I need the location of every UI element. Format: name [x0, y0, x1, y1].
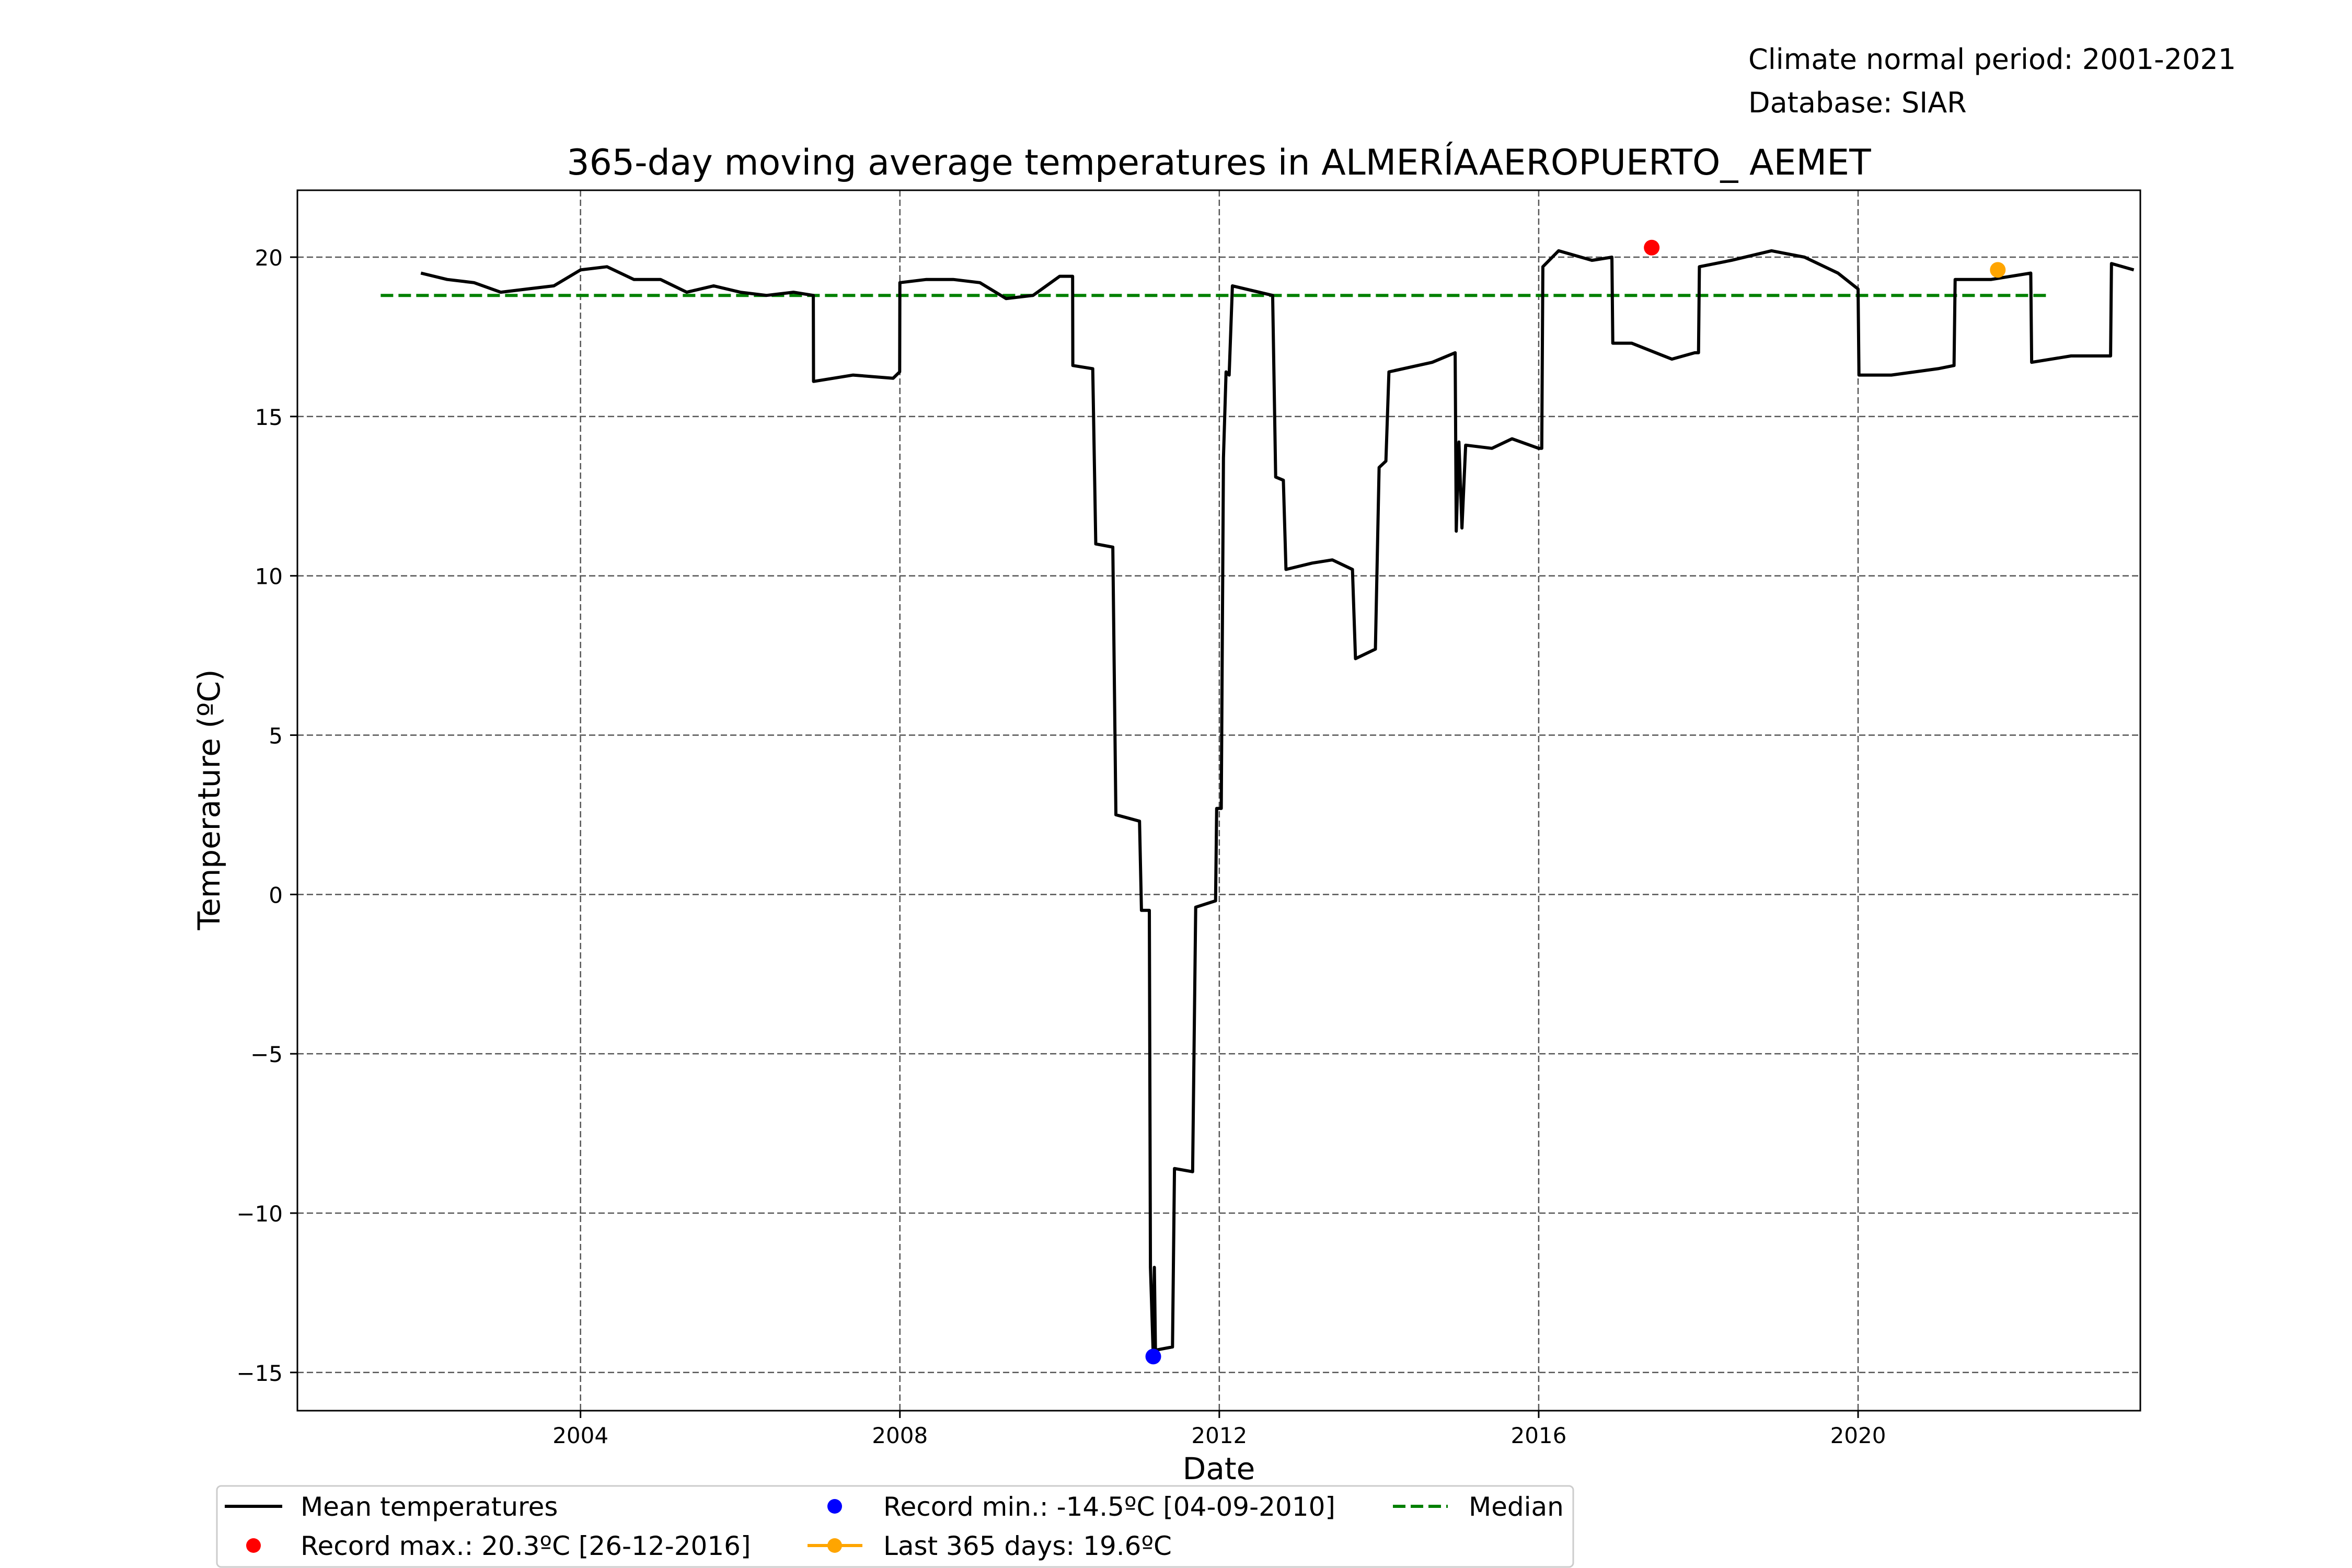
x-tick-label: 2008: [872, 1423, 928, 1448]
legend-max-swatch: [246, 1538, 261, 1553]
x-tick-label: 2020: [1830, 1423, 1886, 1448]
legend-max-label: Record max.: 20.3ºC [26-12-2016]: [301, 1531, 751, 1561]
legend-mean-label: Mean temperatures: [301, 1492, 558, 1522]
x-tick-label: 2016: [1511, 1423, 1566, 1448]
y-tick-label: 15: [255, 405, 283, 430]
legend-median-label: Median: [1469, 1492, 1564, 1522]
legend: Mean temperatures Record max.: 20.3ºC [2…: [216, 1485, 1574, 1568]
record-max-marker: [1644, 239, 1660, 256]
legend-min-label: Record min.: -14.5ºC [04-09-2010]: [883, 1492, 1335, 1522]
record-min-marker: [1145, 1348, 1161, 1365]
last-365-days-marker: [1990, 262, 2006, 278]
x-tick-label: 2004: [552, 1423, 608, 1448]
x-axis-label: Date: [1183, 1451, 1255, 1486]
y-tick-label: 5: [269, 723, 283, 749]
legend-last-swatch-dot: [827, 1538, 842, 1553]
y-tick-label: −15: [236, 1361, 283, 1386]
y-tick-label: 10: [255, 564, 283, 590]
climate-period-text: Climate normal period: 2001-2021: [1748, 43, 2236, 76]
grid: [297, 190, 2140, 1411]
chart-title: 365-day moving average temperatures in A…: [567, 142, 1871, 183]
y-tick-label: −10: [236, 1201, 283, 1227]
legend-min-swatch: [827, 1499, 842, 1514]
y-tick-label: −5: [250, 1042, 283, 1067]
y-tick-label: 20: [255, 245, 283, 271]
legend-last-label: Last 365 days: 19.6ºC: [883, 1531, 1172, 1561]
y-axis-ticks: −15 −10 −5 0 5 10 15 20: [236, 245, 297, 1386]
database-text: Database: SIAR: [1748, 86, 1967, 119]
x-tick-label: 2012: [1191, 1423, 1247, 1448]
y-axis-label: Temperature (ºC): [191, 670, 227, 931]
x-axis-ticks: 2004 2008 2012 2016 2020: [552, 1411, 1886, 1448]
mean-temperature-line: [420, 249, 2135, 1358]
y-tick-label: 0: [269, 882, 283, 908]
legend-frame: [216, 1485, 1574, 1568]
